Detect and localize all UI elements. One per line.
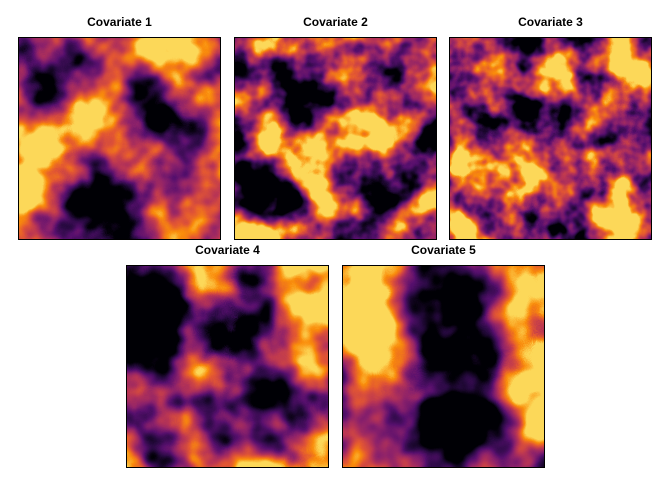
heatmap: [342, 265, 545, 468]
panel-title: Covariate 4: [195, 243, 260, 257]
panel-title: Covariate 5: [411, 243, 476, 257]
panel-title: Covariate 1: [87, 15, 152, 29]
panel-title: Covariate 3: [518, 15, 583, 29]
heatmap: [234, 37, 437, 240]
heatmap: [18, 37, 221, 240]
panel-border: [126, 265, 329, 468]
heatmap: [126, 265, 329, 468]
panel-border: [449, 37, 652, 240]
panel-border: [234, 37, 437, 240]
heatmap: [449, 37, 652, 240]
panel-border: [18, 37, 221, 240]
panel-border: [342, 265, 545, 468]
panel-title: Covariate 2: [303, 15, 368, 29]
